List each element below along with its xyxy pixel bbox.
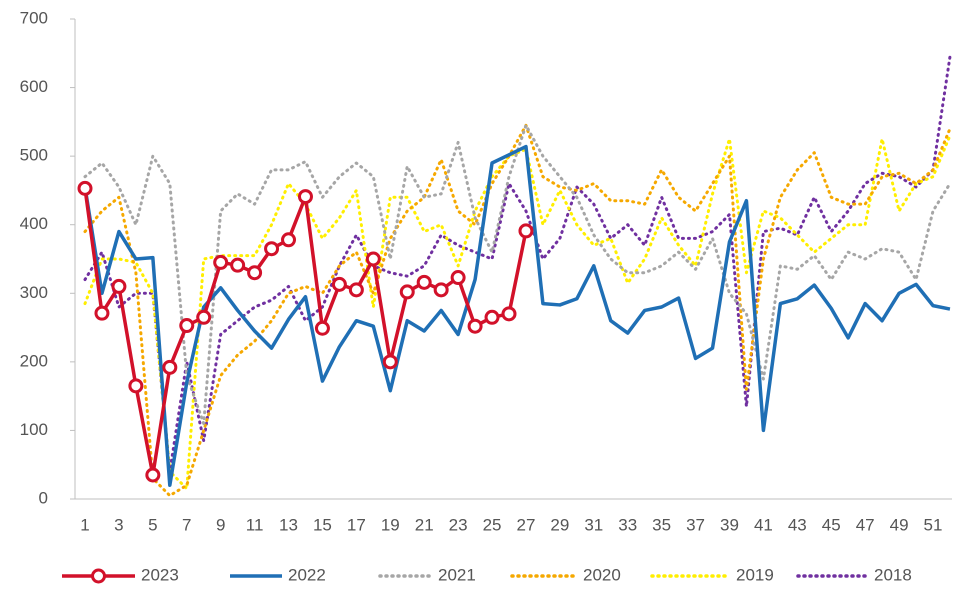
- point: [416, 274, 432, 290]
- x-tick-label: 13: [279, 515, 298, 534]
- point: [450, 270, 466, 286]
- point: [128, 378, 144, 394]
- x-tick-label: 25: [483, 515, 502, 534]
- x-tick-label: 51: [924, 515, 943, 534]
- x-tick-label: 17: [347, 515, 366, 534]
- point: [247, 265, 263, 281]
- legend-label: 2023: [141, 565, 179, 584]
- legend-label: 2022: [288, 565, 326, 584]
- x-tick-label: 33: [618, 515, 637, 534]
- point: [382, 354, 398, 370]
- point: [145, 467, 161, 483]
- x-tick-label: 31: [584, 515, 603, 534]
- x-tick-label: 15: [313, 515, 332, 534]
- x-tick-label: 37: [686, 515, 705, 534]
- x-tick-label: 23: [449, 515, 468, 534]
- point: [162, 359, 178, 375]
- x-tick-label: 41: [754, 515, 773, 534]
- point: [518, 223, 534, 239]
- point: [297, 189, 313, 205]
- point: [196, 309, 212, 325]
- x-tick-label: 29: [550, 515, 569, 534]
- x-tick-label: 35: [652, 515, 671, 534]
- point: [433, 282, 449, 298]
- point: [94, 305, 110, 321]
- x-tick-label: 1: [80, 515, 89, 534]
- legend-label: 2019: [736, 565, 774, 584]
- x-tick-label: 19: [381, 515, 400, 534]
- point: [365, 251, 381, 267]
- x-tick-label: 45: [822, 515, 841, 534]
- point: [467, 318, 483, 334]
- point: [77, 180, 93, 196]
- x-tick-label: 21: [415, 515, 434, 534]
- point: [399, 284, 415, 300]
- series-line: [83, 123, 952, 498]
- legend-label: 2018: [874, 565, 912, 584]
- point: [331, 276, 347, 292]
- x-tick-label: 49: [890, 515, 909, 534]
- x-tick-label: 39: [720, 515, 739, 534]
- point: [281, 232, 297, 248]
- x-tick-label: 27: [516, 515, 535, 534]
- point: [348, 282, 364, 298]
- point: [264, 241, 280, 257]
- x-tick-label: 5: [148, 515, 157, 534]
- y-tick-label: 0: [39, 488, 48, 507]
- point: [230, 257, 246, 273]
- point: [501, 306, 517, 322]
- x-tick-label: 43: [788, 515, 807, 534]
- point: [484, 309, 500, 325]
- legend-label: 2020: [583, 565, 621, 584]
- x-tick-label: 11: [246, 515, 264, 534]
- point: [179, 318, 195, 334]
- x-tick-label: 47: [856, 515, 875, 534]
- y-tick-label: 300: [20, 283, 48, 302]
- y-tick-label: 500: [20, 146, 48, 165]
- y-tick-label: 700: [20, 8, 48, 27]
- point: [111, 278, 127, 294]
- series-line: [83, 134, 952, 491]
- y-tick-label: 100: [20, 420, 48, 439]
- legend-label: 2021: [438, 565, 476, 584]
- point: [314, 320, 330, 336]
- point: [213, 254, 229, 270]
- series-line: [83, 55, 952, 474]
- x-tick-label: 3: [114, 515, 123, 534]
- x-tick-label: 7: [182, 515, 191, 534]
- series-line: [83, 144, 951, 488]
- x-tick-label: 9: [216, 515, 225, 534]
- y-tick-label: 200: [20, 351, 48, 370]
- y-tick-label: 400: [20, 214, 48, 233]
- legend-marker: [91, 568, 106, 584]
- y-tick-label: 600: [20, 77, 48, 96]
